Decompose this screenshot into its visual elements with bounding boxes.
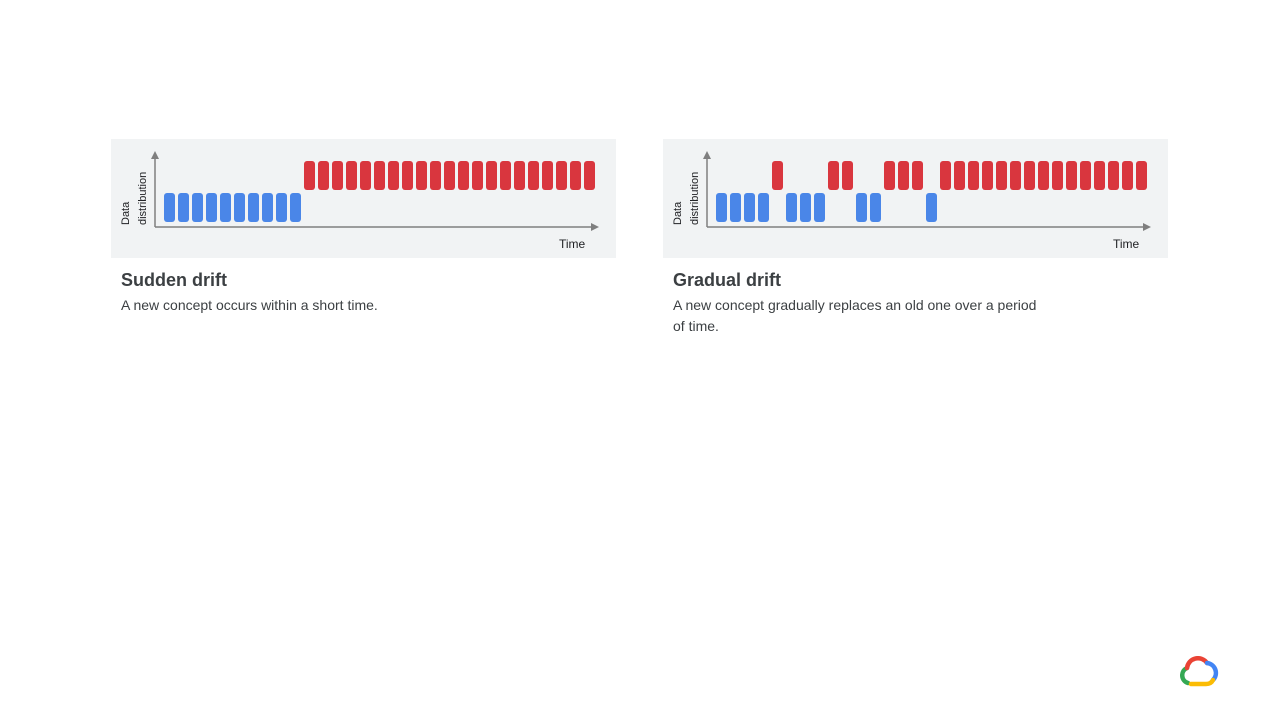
old-concept-block: [178, 193, 189, 222]
old-concept-block: [744, 193, 755, 222]
new-concept-block: [912, 161, 923, 190]
new-concept-block: [828, 161, 839, 190]
gradual-drift-description: A new concept gradually replaces an old …: [673, 297, 1037, 334]
y-axis-label-line2: distribution: [137, 172, 149, 225]
new-concept-block: [346, 161, 357, 190]
new-concept-block: [416, 161, 427, 190]
old-concept-block: [206, 193, 217, 222]
old-concept-block: [800, 193, 811, 222]
old-concept-block: [192, 193, 203, 222]
gradual-drift-diagram: Data distribution Time: [663, 139, 1168, 258]
new-concept-block: [1136, 161, 1147, 190]
old-concept-block: [290, 193, 301, 222]
new-concept-block: [1080, 161, 1091, 190]
new-concept-block: [402, 161, 413, 190]
old-concept-block: [870, 193, 881, 222]
new-concept-block: [996, 161, 1007, 190]
new-concept-block: [318, 161, 329, 190]
y-axis-arrow-icon: [151, 151, 159, 159]
new-concept-block: [772, 161, 783, 190]
new-concept-block: [1094, 161, 1105, 190]
gradual-drift-title: Gradual drift: [673, 270, 782, 290]
new-concept-block: [1108, 161, 1119, 190]
new-concept-block: [1024, 161, 1035, 190]
old-concept-block: [786, 193, 797, 222]
sudden-drift-title: Sudden drift: [121, 270, 227, 290]
new-concept-block: [500, 161, 511, 190]
gradual-drift-chart: Data distribution Time: [672, 151, 1151, 251]
new-concept-block: [570, 161, 581, 190]
sudden-drift-caption: Sudden drift A new concept occurs within…: [121, 268, 541, 316]
sudden-drift-chart: Data distribution Time: [120, 151, 599, 251]
new-concept-block: [332, 161, 343, 190]
x-axis-label: Time: [559, 237, 586, 251]
new-concept-block: [982, 161, 993, 190]
new-concept-block: [842, 161, 853, 190]
y-axis-label-line1: Data: [120, 201, 132, 225]
old-concept-block: [856, 193, 867, 222]
new-concept-block: [458, 161, 469, 190]
new-concept-block: [304, 161, 315, 190]
old-concept-block: [248, 193, 259, 222]
new-concept-block: [514, 161, 525, 190]
old-concept-block: [276, 193, 287, 222]
old-concept-block: [716, 193, 727, 222]
new-concept-block: [1066, 161, 1077, 190]
new-concept-block: [940, 161, 951, 190]
old-concept-block: [758, 193, 769, 222]
google-cloud-logo-icon: [1180, 656, 1219, 687]
x-axis-arrow-icon: [1143, 223, 1151, 231]
new-concept-block: [1010, 161, 1021, 190]
new-concept-block: [1038, 161, 1049, 190]
x-axis-label: Time: [1113, 237, 1140, 251]
old-concept-block: [262, 193, 273, 222]
new-concept-block: [584, 161, 595, 190]
new-concept-block: [556, 161, 567, 190]
old-concept-block: [814, 193, 825, 222]
new-concept-block: [884, 161, 895, 190]
new-concept-block: [360, 161, 371, 190]
old-concept-block: [164, 193, 175, 222]
new-concept-block: [528, 161, 539, 190]
y-axis-label-line2: distribution: [689, 172, 701, 225]
new-concept-block: [430, 161, 441, 190]
new-concept-block: [898, 161, 909, 190]
gradual-drift-caption: Gradual drift A new concept gradually re…: [673, 268, 1043, 337]
old-concept-block: [234, 193, 245, 222]
old-concept-block: [220, 193, 231, 222]
new-concept-block: [968, 161, 979, 190]
y-axis-arrow-icon: [703, 151, 711, 159]
sudden-drift-description: A new concept occurs within a short time…: [121, 297, 378, 313]
old-concept-block: [926, 193, 937, 222]
new-concept-block: [486, 161, 497, 190]
new-concept-block: [542, 161, 553, 190]
new-concept-block: [1122, 161, 1133, 190]
new-concept-block: [374, 161, 385, 190]
sudden-drift-diagram: Data distribution Time: [111, 139, 616, 258]
old-concept-block: [730, 193, 741, 222]
y-axis-label-line1: Data: [672, 201, 684, 225]
new-concept-block: [388, 161, 399, 190]
x-axis-arrow-icon: [591, 223, 599, 231]
new-concept-block: [444, 161, 455, 190]
new-concept-block: [1052, 161, 1063, 190]
new-concept-block: [954, 161, 965, 190]
new-concept-block: [472, 161, 483, 190]
